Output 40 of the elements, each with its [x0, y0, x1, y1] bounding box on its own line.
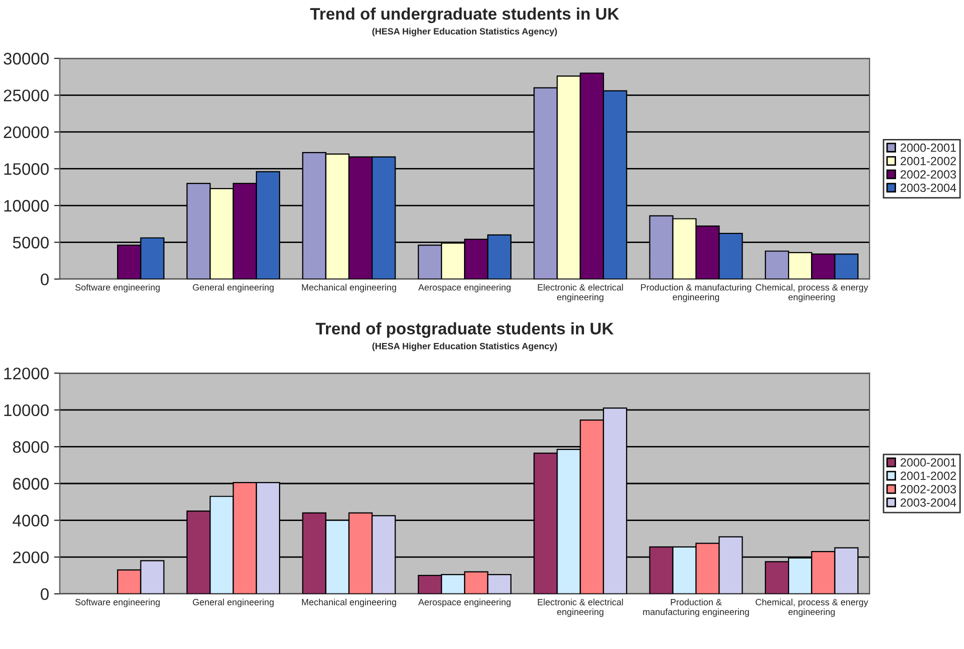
legend-label: 2001-2002: [900, 472, 956, 480]
y-tick-label: 4000: [12, 514, 49, 526]
x-tick-label: Production & manufacturing engineering: [643, 598, 749, 617]
legend-label: 2000-2001: [900, 458, 956, 467]
y-tick-label: 2000: [13, 551, 49, 564]
x-tick-label: Software engineering: [75, 598, 160, 608]
y-tick-label: 15000: [4, 163, 49, 175]
x-tick-label: Aerospace engineering: [418, 284, 510, 292]
legend-label: 2001-2002: [900, 156, 956, 166]
y-tick-label: 10000: [4, 404, 49, 416]
y-tick-label: 20000: [4, 126, 49, 138]
y-tick-label: 8000: [13, 441, 49, 453]
y-tick-label: 10000: [4, 200, 49, 212]
x-tick-label: Mechanical engineering: [302, 598, 396, 608]
x-tick-label: Electronic & electrical engineering: [538, 284, 623, 302]
chart-title: Trend of postgraduate students in UK: [316, 322, 614, 338]
legend-label: 2000-2001: [900, 144, 956, 152]
y-tick-label: 0: [40, 588, 49, 600]
x-tick-label: Chemical, process & energy engineering: [756, 284, 868, 302]
x-tick-label: General engineering: [192, 598, 274, 608]
legend-label: 2002-2003: [900, 170, 956, 179]
y-tick-label: 12000: [4, 368, 49, 380]
y-tick-label: 5000: [12, 236, 49, 248]
x-tick-label: Software engineering: [75, 284, 160, 292]
x-tick-label: Chemical, process & energy engineering: [756, 598, 868, 617]
chart-title: Trend of undergraduate students in UK: [310, 7, 620, 24]
legend-label: 2002-2003: [900, 484, 956, 494]
x-tick-label: Aerospace engineering: [418, 598, 510, 608]
y-tick-label: 25000: [4, 90, 49, 102]
x-tick-label: General engineering: [192, 284, 274, 292]
y-tick-label: 0: [40, 273, 49, 286]
x-tick-label: Mechanical engineering: [302, 284, 396, 292]
legend-label: 2003-2004: [900, 498, 956, 507]
y-tick-label: 30000: [4, 52, 49, 65]
y-tick-label: 6000: [13, 478, 49, 490]
x-tick-label: Electronic & electrical engineering: [538, 598, 623, 617]
chart-subtitle: (HESA Higher Education Statistics Agency): [372, 28, 557, 36]
x-tick-label: Production & manufacturing engineering: [641, 284, 752, 302]
legend-label: 2003-2004: [900, 184, 956, 192]
chart-subtitle: (HESA Higher Education Statistics Agency): [372, 342, 557, 352]
